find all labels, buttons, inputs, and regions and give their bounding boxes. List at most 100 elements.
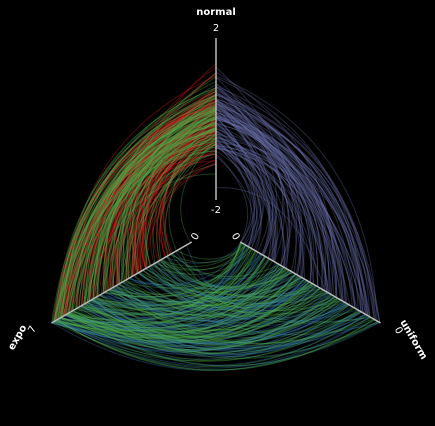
link-edge	[151, 109, 217, 262]
link-edge	[56, 285, 317, 347]
link-edge	[215, 98, 315, 284]
link-edge	[108, 281, 310, 319]
link-edge	[80, 253, 262, 316]
link-edge	[103, 95, 217, 293]
link-edge	[215, 124, 278, 262]
link-edge	[110, 288, 348, 335]
link-edge	[81, 106, 217, 306]
link-edge	[115, 285, 337, 328]
tick-uniform-max: 0	[392, 325, 405, 336]
link-edge	[215, 105, 318, 287]
link-edge	[156, 261, 306, 296]
link-edge	[56, 109, 217, 320]
link-edge	[95, 297, 360, 347]
link-edge	[92, 254, 263, 309]
link-edge	[215, 112, 297, 274]
link-edge	[66, 281, 310, 339]
link-edge	[215, 102, 377, 321]
link-edge	[81, 255, 266, 316]
link-edge	[69, 111, 217, 313]
link-edge	[90, 122, 217, 300]
link-edge	[89, 300, 346, 343]
link-edge	[145, 163, 217, 269]
link-edge	[63, 136, 217, 317]
link-edge	[70, 146, 217, 312]
link-edge	[176, 244, 246, 260]
link-edge	[215, 153, 249, 243]
link-edge	[215, 90, 298, 272]
link-edge	[215, 86, 303, 276]
link-edge	[161, 259, 294, 288]
link-edge	[215, 92, 337, 298]
link-edge	[59, 141, 217, 319]
link-edge	[129, 277, 314, 311]
link-edge	[70, 107, 217, 312]
link-edge	[215, 98, 364, 313]
link-edge	[215, 99, 313, 283]
link-edge	[137, 130, 217, 273]
link-edge	[215, 105, 305, 278]
link-edge	[92, 242, 242, 304]
link-edge	[160, 259, 329, 307]
link-edge	[215, 75, 378, 322]
link-edge	[70, 122, 217, 313]
tick-expo-min: 0	[189, 231, 202, 242]
link-edge	[125, 136, 217, 281]
link-edge	[108, 243, 243, 295]
link-edge	[69, 294, 333, 347]
link-edge	[58, 129, 217, 319]
link-edge	[91, 270, 290, 319]
link-edge	[115, 73, 217, 284]
link-edge	[110, 259, 272, 303]
link-edge	[88, 301, 360, 350]
link-edge	[58, 121, 217, 319]
link-edge	[103, 128, 217, 293]
link-edge	[152, 264, 327, 308]
link-edge	[89, 246, 248, 307]
link-edge	[215, 102, 270, 253]
link-edge	[97, 112, 217, 297]
link-edge	[112, 280, 309, 317]
link-edge	[115, 264, 281, 304]
link-edge	[148, 266, 332, 313]
link-edge	[164, 143, 217, 256]
link-edge	[152, 134, 217, 264]
link-edge	[64, 144, 217, 316]
link-edge	[108, 121, 217, 290]
link-edge	[59, 309, 359, 362]
link-edge	[111, 287, 322, 322]
link-edge	[215, 143, 276, 262]
link-edge	[215, 144, 315, 285]
link-edge	[215, 100, 369, 316]
link-edge	[127, 132, 217, 279]
link-edge	[112, 280, 308, 316]
link-edge	[131, 86, 217, 274]
link-edge	[159, 129, 217, 258]
link-edge	[215, 116, 344, 302]
link-edge	[117, 129, 217, 285]
link-edge	[125, 241, 242, 286]
link-edge	[163, 117, 217, 254]
link-edge	[81, 107, 217, 306]
link-edge	[58, 130, 217, 319]
link-edge	[179, 248, 371, 324]
link-edge	[98, 129, 217, 296]
link-edge	[63, 131, 217, 316]
link-edge	[107, 100, 217, 291]
link-edge	[53, 128, 217, 322]
link-edge	[215, 142, 277, 262]
link-edge	[53, 133, 217, 322]
link-layer	[51, 63, 381, 371]
link-edge	[67, 269, 290, 331]
link-edge	[86, 121, 217, 303]
link-edge	[215, 130, 277, 261]
axis-expo	[51, 241, 193, 324]
link-edge	[165, 137, 217, 255]
link-edge	[78, 107, 217, 307]
link-edge	[88, 128, 217, 302]
link-edge	[80, 109, 217, 306]
link-edge	[215, 131, 258, 247]
link-edge	[154, 262, 380, 336]
link-edge	[66, 311, 363, 361]
